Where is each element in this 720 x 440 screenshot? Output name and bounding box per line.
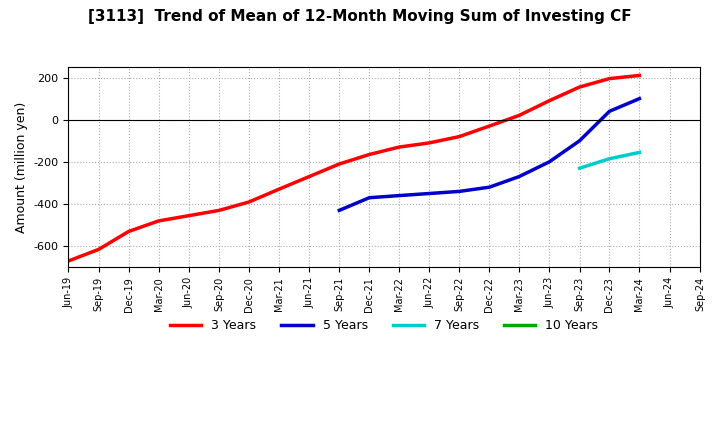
Line: 5 Years: 5 Years <box>339 99 639 210</box>
Y-axis label: Amount (million yen): Amount (million yen) <box>15 102 28 233</box>
Line: 3 Years: 3 Years <box>68 75 639 261</box>
Line: 7 Years: 7 Years <box>580 152 639 168</box>
Text: [3113]  Trend of Mean of 12-Month Moving Sum of Investing CF: [3113] Trend of Mean of 12-Month Moving … <box>88 9 632 24</box>
Legend: 3 Years, 5 Years, 7 Years, 10 Years: 3 Years, 5 Years, 7 Years, 10 Years <box>165 314 603 337</box>
